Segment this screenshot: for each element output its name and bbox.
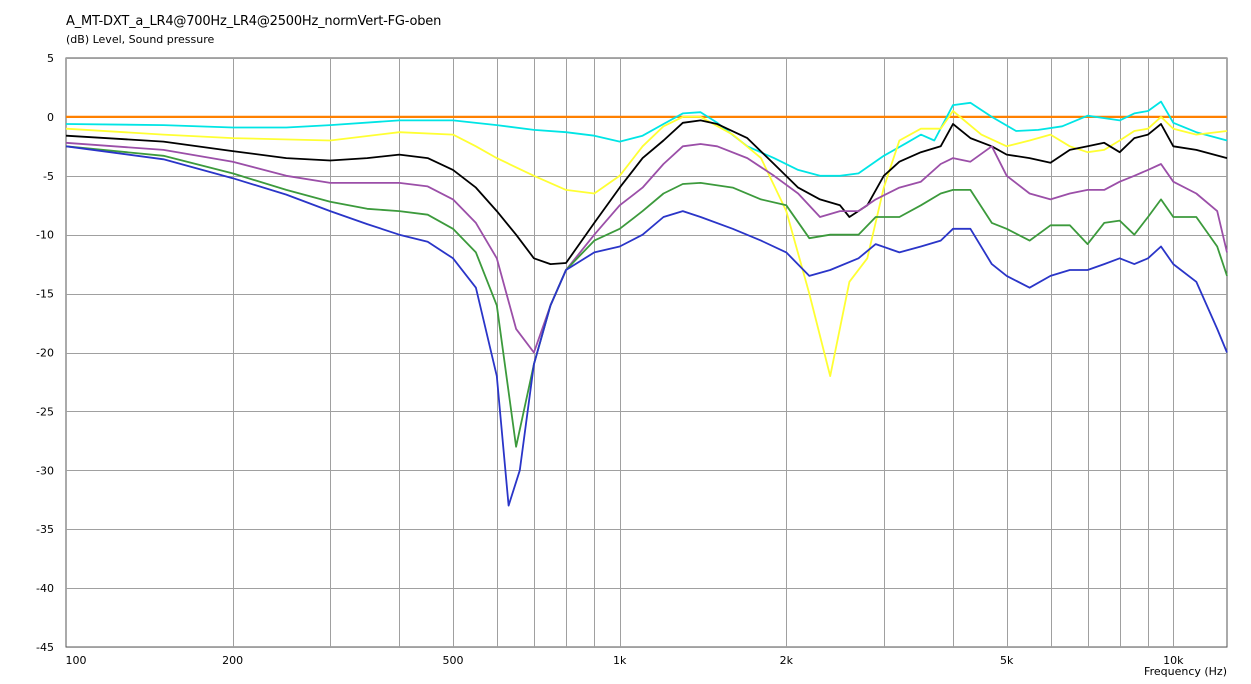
- y-tick-label: -15: [36, 288, 54, 301]
- y-tick-label: -30: [36, 464, 54, 477]
- series-line-1: [65, 100, 1228, 177]
- y-axis-label: (dB) Level, Sound pressure: [66, 33, 215, 46]
- series-line-3: [65, 119, 1228, 265]
- y-tick-label: -40: [36, 582, 54, 595]
- y-tick-label: 0: [47, 111, 54, 124]
- chart-title: A_MT-DXT_a_LR4@700Hz_LR4@2500Hz_normVert…: [66, 14, 442, 29]
- y-tick-label: -5: [43, 170, 54, 183]
- series-line-5: [65, 145, 1228, 448]
- x-tick-label: 5k: [1000, 654, 1014, 667]
- y-tick-label: 5: [47, 52, 54, 65]
- y-tick-label: -20: [36, 347, 54, 360]
- x-tick-label: 500: [443, 654, 464, 667]
- x-tick-label: 10k: [1163, 654, 1184, 667]
- plot-frame: [65, 57, 1228, 648]
- y-tick-label: -10: [36, 229, 54, 242]
- series-line-6: [65, 145, 1228, 507]
- series-line-2: [65, 110, 1228, 377]
- y-tick-label: -45: [36, 641, 54, 654]
- y-tick-label: -35: [36, 523, 54, 536]
- x-tick-label: 100: [66, 654, 87, 667]
- x-tick-label: 1k: [613, 654, 627, 667]
- y-tick-label: -25: [36, 405, 54, 418]
- x-axis-label: Frequency (Hz): [1144, 665, 1227, 678]
- x-tick-label: 2k: [780, 654, 794, 667]
- x-tick-label: 200: [222, 654, 243, 667]
- series-line-4: [65, 141, 1228, 354]
